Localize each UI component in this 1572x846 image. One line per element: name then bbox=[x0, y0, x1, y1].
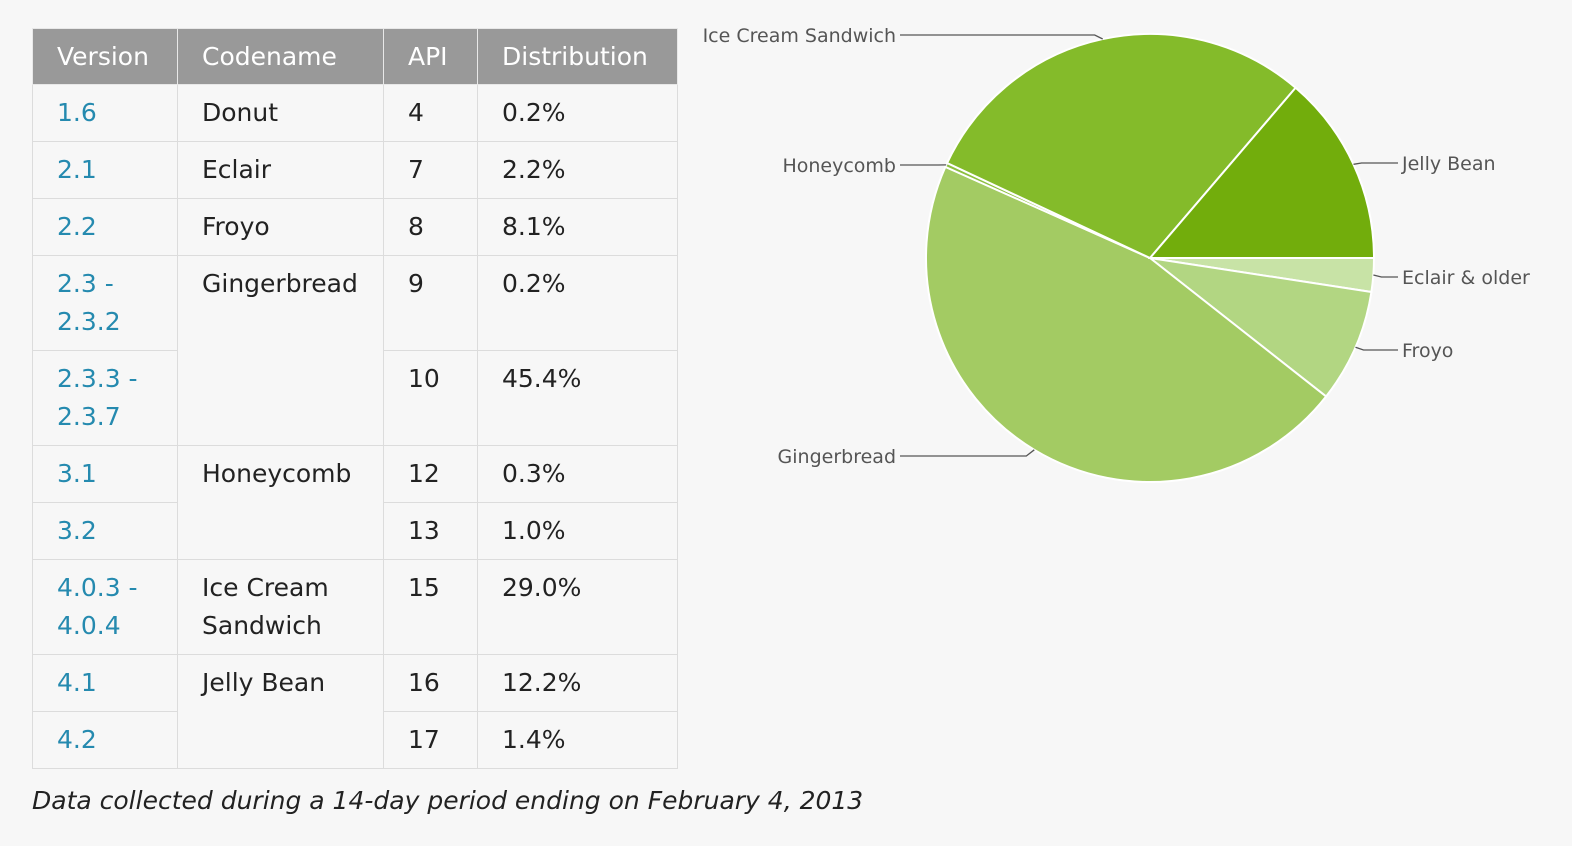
codename-cell: Ice Cream Sandwich bbox=[177, 559, 384, 655]
table-row: 3.1 Honeycomb 12 0.3% bbox=[32, 445, 678, 560]
api-cell: 16 bbox=[383, 654, 478, 712]
data-collection-note: Data collected during a 14-day period en… bbox=[32, 786, 864, 815]
distribution-cell: 8.1% bbox=[477, 198, 678, 256]
table-row: 4.1 Jelly Bean 16 12.2% bbox=[32, 654, 678, 769]
version-link[interactable]: 1.6 bbox=[32, 84, 178, 142]
version-link[interactable]: 2.2 bbox=[32, 198, 178, 256]
distribution-cell: 1.0% bbox=[477, 502, 678, 560]
version-link[interactable]: 4.2 bbox=[32, 711, 178, 769]
distribution-cell: 12.2% bbox=[477, 654, 678, 712]
codename-cell: Eclair bbox=[177, 141, 384, 199]
slice-label: Ice Cream Sandwich bbox=[703, 25, 896, 47]
api-cell: 10 bbox=[383, 350, 478, 446]
api-cell: 4 bbox=[383, 84, 478, 142]
distribution-cell: 45.4% bbox=[477, 350, 678, 446]
table-row: 2.3.3 - 2.3.7 10 45.4% bbox=[32, 350, 678, 446]
header-version: Version bbox=[32, 28, 178, 85]
leader-line bbox=[1353, 162, 1398, 165]
table-row: 4.0.3 - 4.0.4 Ice Cream Sandwich 15 29.0… bbox=[32, 559, 678, 655]
distribution-cell: 0.2% bbox=[477, 255, 678, 351]
table-row: 2.2 Froyo 8 8.1% bbox=[32, 198, 678, 256]
table-row: 2.1 Eclair 7 2.2% bbox=[32, 141, 678, 199]
slice-label: Eclair & older bbox=[1402, 267, 1530, 289]
version-link[interactable]: 4.1 bbox=[32, 654, 178, 712]
codename-cell: Jelly Bean bbox=[177, 654, 384, 769]
header-distribution: Distribution bbox=[477, 28, 678, 85]
distribution-cell: 1.4% bbox=[477, 711, 678, 769]
leader-line bbox=[900, 449, 1035, 457]
api-cell: 17 bbox=[383, 711, 478, 769]
version-link[interactable]: 2.3.3 - 2.3.7 bbox=[32, 350, 178, 446]
codename-cell: Honeycomb bbox=[177, 445, 384, 560]
api-cell: 12 bbox=[383, 445, 478, 503]
api-cell: 7 bbox=[383, 141, 478, 199]
api-cell: 13 bbox=[383, 502, 478, 560]
table-row: 1.6 Donut 4 0.2% bbox=[32, 84, 678, 142]
version-link[interactable]: 4.0.3 - 4.0.4 bbox=[32, 559, 178, 655]
slice-label: Honeycomb bbox=[782, 155, 896, 177]
api-cell: 15 bbox=[383, 559, 478, 655]
distribution-cell: 0.2% bbox=[477, 84, 678, 142]
leader-line bbox=[1355, 346, 1398, 351]
version-link[interactable]: 2.3 - 2.3.2 bbox=[32, 255, 178, 351]
pie-slice-gingerbread bbox=[925, 165, 1328, 483]
distribution-table: Version Codename API Distribution 1.6 Do… bbox=[32, 28, 678, 769]
codename-cell: Froyo bbox=[177, 198, 384, 256]
header-codename: Codename bbox=[177, 28, 384, 85]
slice-label: Jelly Bean bbox=[1401, 153, 1496, 175]
slice-label: Gingerbread bbox=[778, 446, 896, 468]
api-cell: 9 bbox=[383, 255, 478, 351]
leader-line bbox=[1373, 274, 1398, 278]
table-row: 2.3 - 2.3.2 Gingerbread 9 0.2% bbox=[32, 255, 678, 446]
pie-slice-jelly-bean bbox=[1147, 86, 1376, 259]
api-cell: 8 bbox=[383, 198, 478, 256]
table-row: 4.2 17 1.4% bbox=[32, 711, 678, 769]
version-link[interactable]: 3.1 bbox=[32, 445, 178, 503]
distribution-cell: 29.0% bbox=[477, 559, 678, 655]
leader-line bbox=[900, 34, 1103, 40]
slice-label: Froyo bbox=[1402, 340, 1453, 362]
header-api: API bbox=[383, 28, 478, 85]
distribution-cell: 0.3% bbox=[477, 445, 678, 503]
version-link[interactable]: 2.1 bbox=[32, 141, 178, 199]
version-link[interactable]: 3.2 bbox=[32, 502, 178, 560]
pie-slice-ice-cream-sandwich bbox=[945, 33, 1298, 260]
pie-slice-froyo bbox=[1146, 256, 1373, 398]
table-header-row: Version Codename API Distribution bbox=[32, 28, 678, 85]
pie-chart: Eclair & older Froyo Gingerbread Honeycomb I… bbox=[703, 25, 1530, 483]
codename-cell: Gingerbread bbox=[177, 255, 384, 446]
codename-cell: Donut bbox=[177, 84, 384, 142]
distribution-cell: 2.2% bbox=[477, 141, 678, 199]
